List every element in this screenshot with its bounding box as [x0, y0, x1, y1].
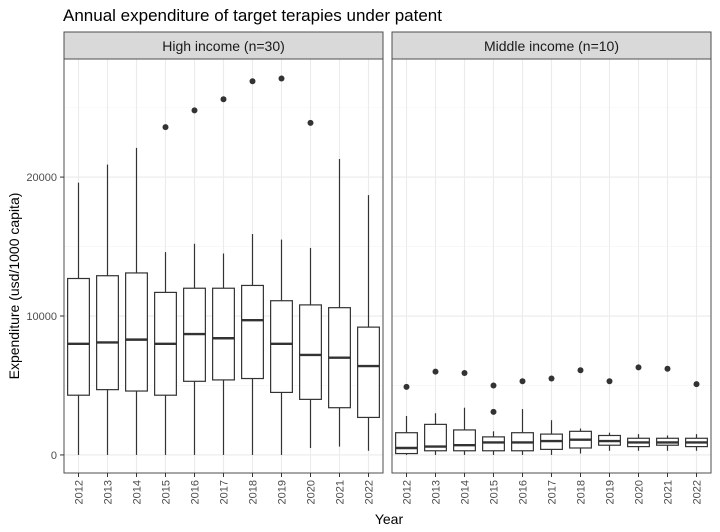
x-tick-label: 2016: [190, 480, 202, 504]
x-tick-label: 2018: [248, 480, 260, 504]
x-tick-label: 2021: [335, 480, 347, 504]
box-iqr: [454, 430, 476, 451]
outlier-point: [491, 382, 497, 388]
facet-panel-2: Middle income (n=10) 2012 2013 2014 2015 2016…: [392, 32, 711, 504]
x-tick-label: 2015: [489, 480, 501, 504]
outlier-point: [491, 409, 497, 415]
facet-strip-label: Middle income (n=10): [484, 38, 619, 54]
facet-strip-label: High income (n=30): [162, 38, 285, 54]
outlier-point: [549, 376, 555, 382]
x-tick-label: 2012: [402, 480, 414, 504]
chart-title: Annual expenditure of target terapies un…: [63, 6, 442, 25]
x-tick-label: 2020: [634, 480, 646, 504]
box-iqr: [483, 437, 505, 451]
x-tick-label: 2014: [132, 480, 144, 504]
y-tick-label: 20000: [26, 172, 57, 184]
outlier-point: [308, 120, 314, 126]
x-tick-label: 2019: [277, 480, 289, 504]
outlier-point: [520, 378, 526, 384]
box-iqr: [126, 273, 148, 391]
outlier-point: [221, 96, 227, 102]
facet-panel-1: High income (n=30) 2012 2013 2014 2015 2016 20…: [26, 32, 383, 504]
x-tick-label: 2017: [547, 480, 559, 504]
x-tick-label: 2018: [576, 480, 588, 504]
outlier-point: [433, 369, 439, 375]
x-tick-label: 2013: [103, 480, 115, 504]
outlier-point: [163, 124, 169, 130]
x-axis-title: Year: [375, 511, 404, 527]
outlier-point: [462, 370, 468, 376]
x-tick-label: 2022: [364, 480, 376, 504]
x-tick-label: 2019: [605, 480, 617, 504]
x-tick-label: 2022: [692, 480, 704, 504]
x-tick-label: 2014: [460, 480, 472, 504]
box-iqr: [300, 305, 322, 399]
outlier-point: [636, 364, 642, 370]
x-tick-label: 2013: [431, 480, 443, 504]
y-tick-label: 0: [51, 450, 57, 462]
outlier-point: [607, 378, 613, 384]
outlier-point: [404, 384, 410, 390]
outlier-point: [279, 75, 285, 81]
x-tick-label: 2016: [518, 480, 530, 504]
box-iqr: [271, 301, 293, 393]
box-iqr: [242, 285, 264, 378]
y-axis-title: Expenditure (usd/1000 capita): [6, 193, 22, 380]
x-tick-label: 2015: [161, 480, 173, 504]
x-tick-label: 2017: [219, 480, 231, 504]
outlier-point: [665, 366, 671, 372]
facet-panels: High income (n=30) 2012 2013 2014 2015 2016 20…: [26, 32, 711, 504]
outlier-point: [192, 107, 198, 113]
box-iqr: [213, 288, 235, 380]
box-iqr: [396, 433, 418, 454]
box-iqr: [358, 327, 380, 417]
outlier-point: [250, 78, 256, 84]
outlier-point: [694, 381, 700, 387]
x-tick-label: 2021: [663, 480, 675, 504]
box-iqr: [68, 279, 90, 396]
x-tick-label: 2020: [306, 480, 318, 504]
box-iqr: [97, 276, 119, 390]
outlier-point: [578, 367, 584, 373]
y-tick-label: 10000: [26, 311, 57, 323]
x-tick-label: 2012: [74, 480, 86, 504]
